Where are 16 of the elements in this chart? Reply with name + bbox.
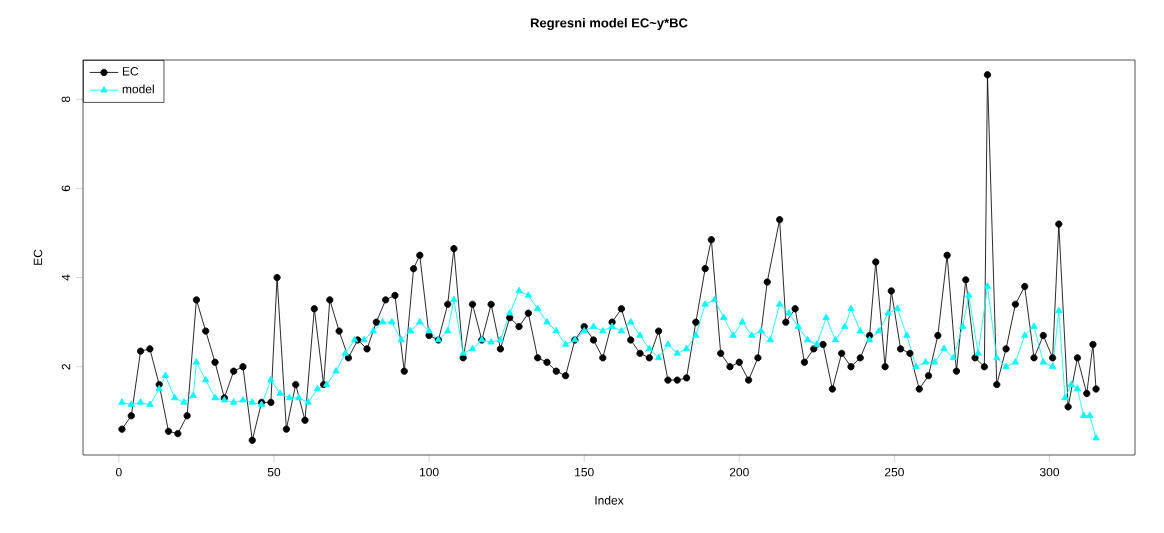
y-tick-label: 4	[61, 274, 71, 281]
x-tick-label: 300	[1039, 467, 1060, 477]
x-tick-label: 250	[884, 467, 904, 477]
x-tick-label: 0	[116, 467, 122, 477]
x-tick-label: 50	[267, 467, 281, 477]
chart-title: Regresni model EC~y*BC	[530, 17, 688, 31]
x-tick-label: 150	[575, 467, 594, 477]
x-axis-title: Index	[595, 495, 624, 505]
y-tick-label: 6	[61, 185, 71, 192]
y-axis-title: EC	[33, 249, 43, 265]
legend-label: EC	[122, 67, 139, 76]
y-tick-label: 8	[61, 96, 71, 103]
x-tick-label: 100	[419, 467, 439, 477]
x-tick-label: 200	[729, 467, 749, 477]
y-tick-label: 2	[61, 364, 71, 370]
legend-label: model	[122, 84, 154, 94]
